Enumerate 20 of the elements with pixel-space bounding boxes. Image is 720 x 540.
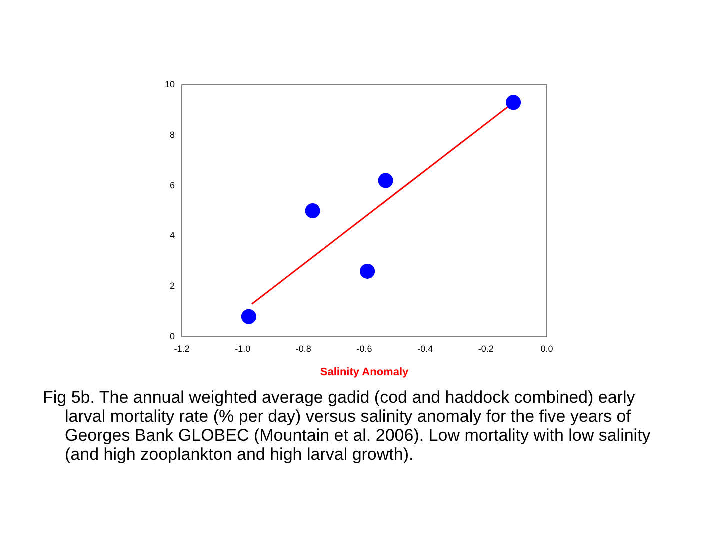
x-tick-label: 0.0 (540, 344, 554, 354)
point (241, 309, 256, 324)
x-tick-label: -0.4 (418, 344, 434, 354)
point (360, 264, 376, 279)
x-tick-label: -0.6 (356, 344, 372, 354)
caption: Fig 5b. The annual weighted average gadid (cod and haddock combined) early larval mortality rate (% per day) versus salinity anomaly for the five years of Georges Bank GLOBEC (Mountain et al. 2006). Low mortality with low salinity (and high zooplankton and high larval growth). (43, 388, 652, 464)
y-tick-label: 6 (170, 180, 176, 190)
y-tick-label: 4 (170, 230, 176, 241)
y-tick-label: 2 (170, 281, 176, 292)
y-tick-label: 10 (164, 79, 176, 90)
x-tick-label: -1.0 (235, 344, 251, 354)
y-tick-label: 0 (170, 331, 176, 342)
x-tick-label: -0.8 (296, 344, 312, 354)
point (506, 95, 522, 110)
x-axis-title: Salinity Anomaly (320, 366, 410, 378)
y-tick-label: 8 (170, 130, 176, 140)
x-tick-label: -0.2 (478, 344, 494, 354)
point (378, 173, 394, 188)
x-tick-label: -1.2 (174, 344, 190, 354)
point (305, 204, 320, 218)
